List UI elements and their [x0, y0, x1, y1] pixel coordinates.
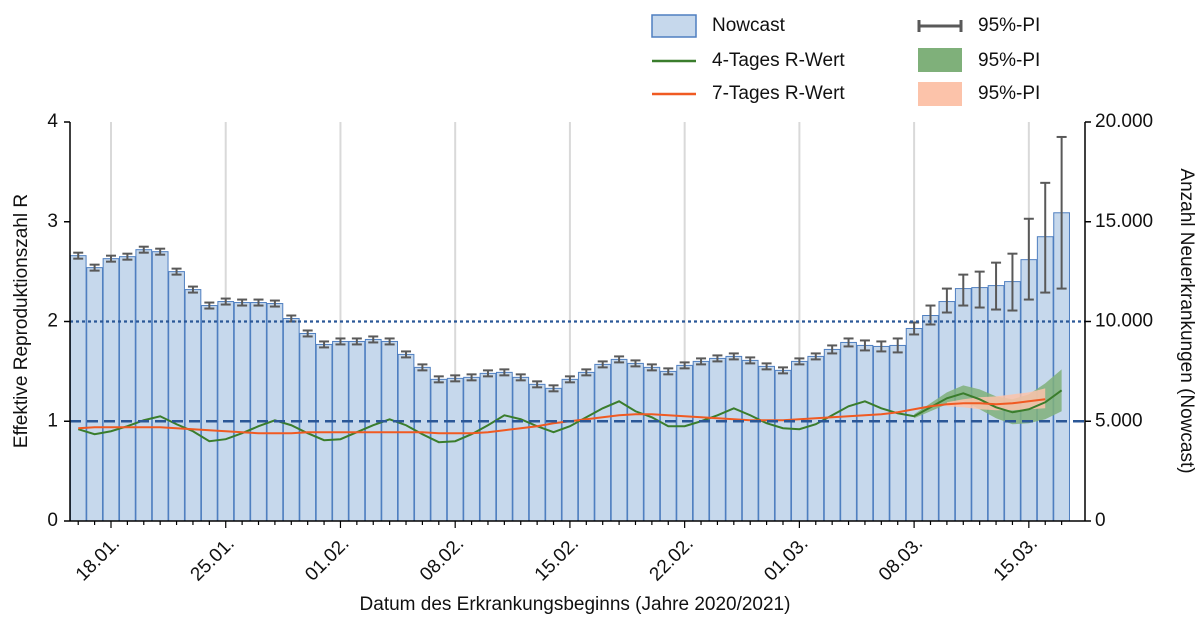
y2-tick-label: 15.000 — [1095, 211, 1153, 232]
confidence-band — [946, 388, 1046, 411]
x-tick-label: 01.03. — [760, 533, 812, 585]
legend-swatch — [918, 82, 962, 106]
x-tick-label: 18.01. — [72, 533, 124, 585]
x-tick-label: 15.02. — [531, 533, 583, 585]
bar — [495, 371, 513, 522]
y-axis-label: Effektive Reproduktionszahl R — [11, 194, 32, 448]
bar — [856, 344, 874, 522]
y2-axis-label: Anzahl Neuerkrankungen (Nowcast) — [1176, 168, 1197, 473]
bar — [791, 360, 808, 522]
y-tick-label: 1 — [47, 410, 58, 431]
legend-label: 95%-PI — [978, 83, 1040, 104]
bar — [823, 348, 841, 522]
bar — [266, 303, 284, 522]
bar — [725, 355, 743, 522]
r-line — [78, 398, 1046, 435]
bar — [807, 355, 825, 522]
y2-tick-label: 0 — [1095, 510, 1106, 531]
bar — [512, 376, 530, 522]
bar — [397, 353, 415, 522]
bar — [184, 289, 202, 522]
y-tick-label: 3 — [47, 211, 58, 232]
legend-label: 95%-PI — [978, 50, 1040, 71]
bar — [709, 357, 726, 522]
bar — [299, 332, 317, 522]
bar — [577, 371, 595, 522]
legend-swatch — [918, 48, 962, 72]
bar — [594, 363, 612, 522]
bar — [250, 302, 267, 522]
bar — [233, 302, 251, 522]
bar — [86, 267, 103, 522]
y-tick-label: 4 — [47, 111, 58, 132]
bar — [741, 359, 759, 522]
bar — [364, 338, 382, 522]
bar — [938, 301, 956, 522]
x-tick-label: 01.02. — [301, 533, 353, 585]
bar — [659, 370, 677, 522]
x-tick-label: 25.01. — [187, 533, 239, 585]
bar — [905, 327, 923, 522]
bar — [430, 378, 448, 522]
bar — [69, 255, 87, 522]
bar — [119, 256, 136, 522]
y2-tick-label: 5.000 — [1095, 410, 1143, 431]
y2-tick-label: 20.000 — [1095, 111, 1153, 132]
x-tick-label: 22.02. — [646, 533, 698, 585]
bar — [561, 378, 579, 522]
bar — [889, 344, 907, 522]
bar — [758, 365, 775, 522]
bar — [692, 360, 710, 522]
bar — [479, 372, 497, 522]
y2-tick-label: 10.000 — [1095, 311, 1153, 332]
bar — [446, 377, 464, 522]
bar — [463, 376, 480, 522]
legend-label: 7-Tages R-Wert — [712, 83, 845, 104]
legend-label: Nowcast — [712, 15, 786, 36]
bar — [217, 301, 235, 522]
bar — [200, 305, 218, 522]
x-tick-label: 08.03. — [875, 533, 927, 585]
legend-swatch — [651, 14, 697, 38]
bar — [610, 358, 628, 522]
bar — [774, 369, 792, 522]
bar — [840, 341, 857, 522]
bar — [643, 366, 661, 522]
x-tick-label: 08.02. — [416, 533, 468, 585]
bar — [151, 251, 169, 522]
y-tick-label: 2 — [47, 311, 58, 332]
bar — [627, 362, 644, 522]
bar — [872, 345, 890, 522]
x-tick-label: 15.03. — [990, 533, 1042, 585]
bar — [922, 315, 939, 522]
bar — [168, 271, 185, 522]
bar — [676, 364, 694, 522]
x-axis-label: Datum des Erkrankungsbeginns (Jahre 2020… — [360, 594, 791, 615]
bar — [545, 387, 562, 522]
y-tick-label: 0 — [47, 510, 58, 531]
bar — [135, 249, 153, 522]
bar — [528, 383, 546, 522]
bar — [282, 318, 300, 522]
bar — [414, 366, 431, 522]
legend-label: 4-Tages R-Wert — [712, 50, 845, 71]
legend-label: 95%-PI — [978, 15, 1040, 36]
bar — [102, 258, 120, 522]
